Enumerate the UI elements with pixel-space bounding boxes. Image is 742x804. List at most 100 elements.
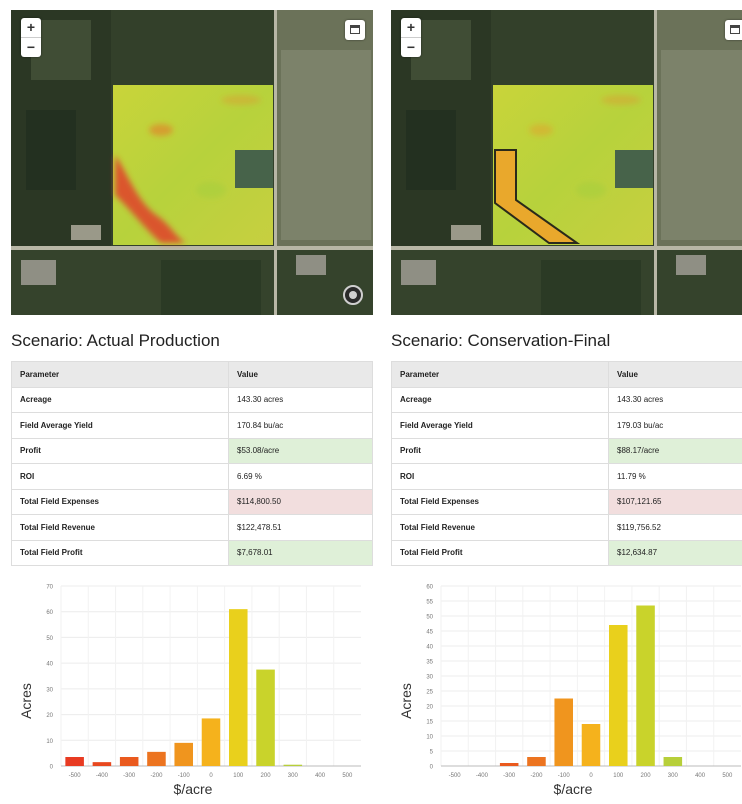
x-tick-label: 400 (315, 773, 326, 779)
x-tick-label: 0 (209, 773, 213, 779)
histogram-bar[interactable] (636, 606, 655, 767)
histogram-bar[interactable] (284, 765, 303, 766)
x-tick-label: -300 (123, 773, 136, 779)
histogram-bar[interactable] (65, 757, 84, 766)
x-tick-label: -100 (178, 773, 191, 779)
value-cell: $12,634.87 (609, 540, 742, 566)
parameter-cell: Total Field Profit (12, 540, 229, 566)
histogram-bar[interactable] (147, 752, 166, 766)
value-cell: $7,678.01 (229, 540, 373, 566)
x-tick-label: 500 (722, 773, 733, 779)
x-tick-label: -500 (69, 773, 82, 779)
y-tick-label: 35 (426, 660, 433, 666)
histogram-bar[interactable] (609, 625, 628, 766)
column-header-value: Value (609, 362, 742, 388)
x-tick-label: 400 (695, 773, 706, 779)
x-tick-label: -100 (558, 773, 571, 779)
x-tick-label: 500 (342, 773, 353, 779)
y-tick-label: 60 (46, 610, 53, 616)
calendar-button[interactable] (725, 20, 742, 40)
zoom-in-button[interactable]: + (401, 18, 421, 37)
field-map[interactable]: + − (11, 10, 373, 315)
x-tick-label: -500 (449, 773, 462, 779)
histogram-bar[interactable] (202, 718, 221, 766)
value-cell: 143.30 acres (609, 387, 742, 413)
info-icon (349, 291, 357, 299)
value-cell: 6.69 % (229, 464, 373, 490)
histogram-bar[interactable] (93, 762, 112, 766)
x-tick-label: -300 (503, 773, 516, 779)
histogram-bar[interactable] (229, 609, 248, 766)
y-tick-label: 40 (426, 645, 433, 651)
histogram-bar[interactable] (500, 763, 519, 766)
info-button[interactable] (343, 285, 363, 305)
table-row: Total Field Expenses$107,121.65 (392, 489, 742, 515)
y-tick-label: 60 (426, 585, 433, 591)
histogram-bar[interactable] (554, 699, 573, 767)
x-tick-label: 100 (233, 773, 244, 779)
value-cell: 11.79 % (609, 464, 742, 490)
satellite-imagery (391, 10, 742, 315)
column-header-parameter: Parameter (12, 362, 229, 388)
y-tick-label: 10 (46, 739, 53, 745)
parameter-cell: Acreage (12, 387, 229, 413)
x-tick-label: -400 (476, 773, 489, 779)
x-tick-label: 200 (261, 773, 272, 779)
y-tick-label: 50 (426, 615, 433, 621)
histogram-bar[interactable] (256, 670, 275, 766)
value-cell: $53.08/acre (229, 438, 373, 464)
y-tick-label: 0 (50, 765, 54, 771)
calendar-icon (350, 25, 360, 34)
x-tick-label: -200 (150, 773, 163, 779)
parameter-cell: Total Field Expenses (392, 489, 609, 515)
y-axis-label: Acres (18, 683, 34, 719)
y-axis-label: Acres (398, 683, 414, 719)
x-axis-label: $/acre (174, 781, 213, 797)
histogram-bar[interactable] (664, 757, 683, 766)
value-cell: $88.17/acre (609, 438, 742, 464)
y-tick-label: 10 (426, 735, 433, 741)
value-cell: 170.84 bu/ac (229, 413, 373, 439)
table-row: Total Field Expenses$114,800.50 (12, 489, 373, 515)
satellite-imagery (11, 10, 373, 315)
table-row: Total Field Revenue$119,756.52 (392, 515, 742, 541)
histogram-bar[interactable] (527, 757, 546, 766)
scenario-title: Scenario: Conservation-Final (391, 331, 742, 351)
scenario-panel-actual: + − Scenario: Actual Production Paramete… (11, 10, 373, 804)
field-map[interactable]: + − (391, 10, 742, 315)
zoom-out-button[interactable]: − (401, 37, 421, 57)
profit-histogram: 051015202530354045505560-500-400-300-200… (391, 574, 742, 799)
calendar-button[interactable] (345, 20, 365, 40)
zoom-out-button[interactable]: − (21, 37, 41, 57)
x-tick-label: 300 (288, 773, 299, 779)
y-tick-label: 25 (426, 690, 433, 696)
x-tick-label: 200 (641, 773, 652, 779)
table-row: Profit$53.08/acre (12, 438, 373, 464)
zoom-in-button[interactable]: + (21, 18, 41, 37)
value-cell: 143.30 acres (229, 387, 373, 413)
zoom-control: + − (21, 18, 41, 57)
parameter-cell: Field Average Yield (392, 413, 609, 439)
histogram-bar[interactable] (582, 724, 601, 766)
histogram-bar[interactable] (120, 757, 139, 766)
zoom-control: + − (401, 18, 421, 57)
y-tick-label: 5 (430, 750, 434, 756)
value-cell: $122,478.51 (229, 515, 373, 541)
parameter-cell: Total Field Expenses (12, 489, 229, 515)
value-cell: $119,756.52 (609, 515, 742, 541)
value-cell: 179.03 bu/ac (609, 413, 742, 439)
x-tick-label: -200 (530, 773, 543, 779)
y-tick-label: 45 (426, 630, 433, 636)
x-tick-label: 300 (668, 773, 679, 779)
parameter-cell: Total Field Profit (392, 540, 609, 566)
value-cell: $114,800.50 (229, 489, 373, 515)
y-tick-label: 30 (426, 675, 433, 681)
value-cell: $107,121.65 (609, 489, 742, 515)
histogram-bar[interactable] (174, 743, 193, 766)
